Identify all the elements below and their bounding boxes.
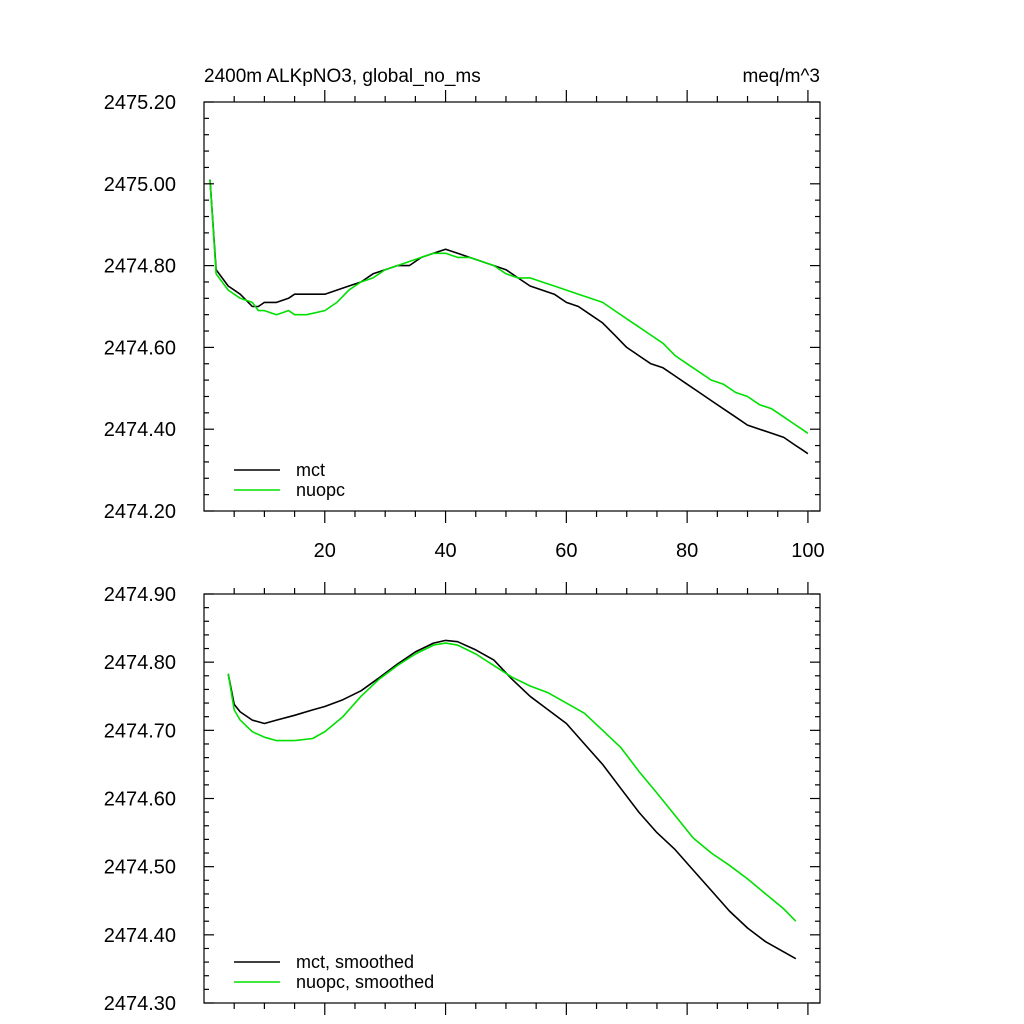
legend-label-mct-smoothed: mct, smoothed xyxy=(296,952,414,972)
bottom-ytick-label: 2474.70 xyxy=(104,720,176,742)
top-legend: mct nuopc xyxy=(234,460,345,500)
series-line-mct xyxy=(209,179,809,455)
bottom-ytick-label: 2474.60 xyxy=(104,789,176,811)
top-ytick-label: 2474.20 xyxy=(104,501,176,523)
top-xtick-label: 40 xyxy=(434,540,456,562)
top-panel: 2400m ALKpNO3, global_no_ms meq/m^3 2474… xyxy=(104,66,825,562)
bottom-legend: mct, smoothed nuopc, smoothed xyxy=(234,952,434,992)
top-ytick-label: 2475.20 xyxy=(104,92,176,114)
legend-label-mct: mct xyxy=(296,460,325,480)
bottom-ytick-label: 2474.90 xyxy=(104,584,176,606)
top-xtick-label: 60 xyxy=(555,540,577,562)
legend-label-nuopc: nuopc xyxy=(296,480,345,500)
top-ytick-label: 2474.80 xyxy=(104,256,176,278)
top-xtick-label: 100 xyxy=(791,540,824,562)
legend-label-nuopc-smoothed: nuopc, smoothed xyxy=(296,972,434,992)
top-xtick-label: 80 xyxy=(676,540,698,562)
bottom-ytick-label: 2474.50 xyxy=(104,857,176,879)
top-ytick-label: 2474.40 xyxy=(104,419,176,441)
top-xtick-label: 20 xyxy=(314,540,336,562)
top-plot-frame xyxy=(203,101,821,512)
bottom-ytick-label: 2474.40 xyxy=(104,925,176,947)
top-ytick-label: 2474.60 xyxy=(104,337,176,359)
chart-title: 2400m ALKpNO3, global_no_ms xyxy=(204,66,481,87)
bottom-ytick-label: 2474.80 xyxy=(104,652,176,674)
bottom-plot-frame xyxy=(203,593,821,1004)
series-line-nuopc xyxy=(209,179,809,434)
units-label: meq/m^3 xyxy=(742,66,820,87)
series-line-nuopc-smoothed xyxy=(227,642,797,922)
bottom-panel: 2474.30 2474.40 2474.50 2474.60 2474.70 2474.… xyxy=(104,582,821,1015)
bottom-ytick-label: 2474.30 xyxy=(104,993,176,1015)
series-line-mct-smoothed xyxy=(227,639,797,960)
top-ytick-label: 2475.00 xyxy=(104,174,176,196)
